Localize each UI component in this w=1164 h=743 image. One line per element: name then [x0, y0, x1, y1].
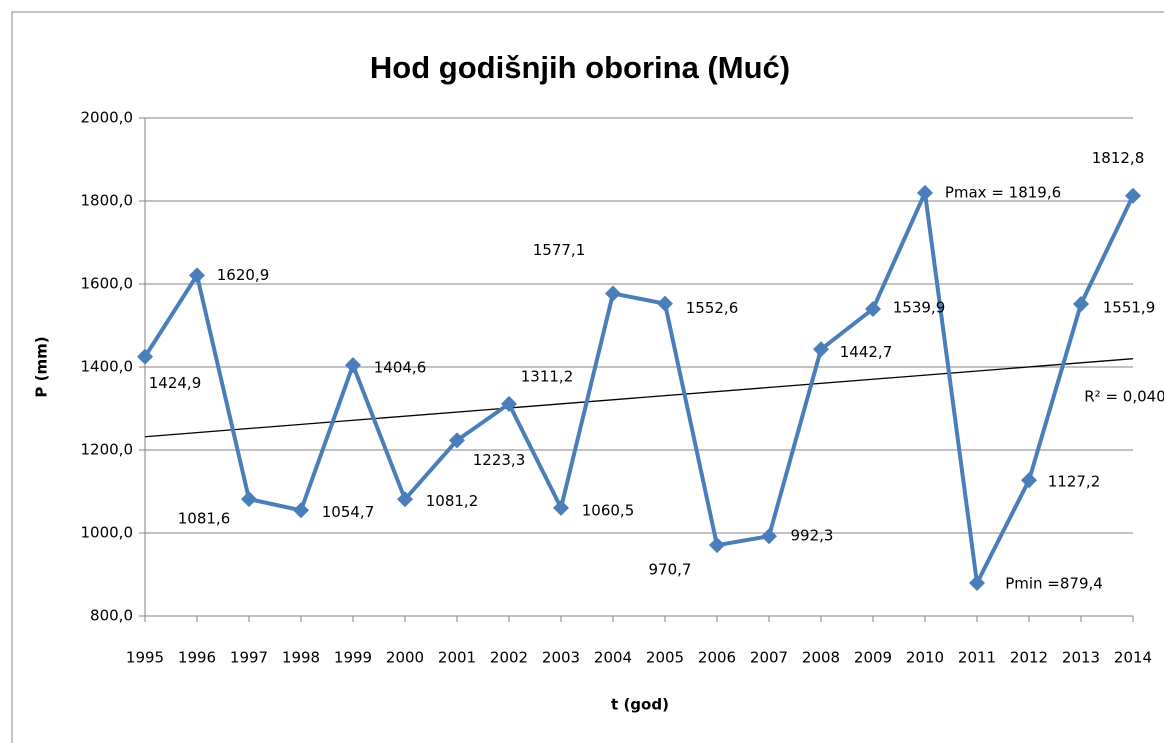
data-line [143, 190, 1135, 586]
y-tick-label: 1600,0 [81, 275, 134, 293]
trendline-annotation: R² = 0,040 [1084, 388, 1164, 406]
data-marker [553, 499, 569, 516]
data-label: 1551,9 [1103, 298, 1156, 316]
data-label: 1060,5 [582, 501, 635, 519]
x-tick-label: 2007 [750, 649, 788, 667]
data-label: 1620,9 [217, 266, 270, 284]
data-marker [1125, 187, 1141, 204]
x-tick-label: 2014 [1114, 649, 1152, 667]
data-marker [397, 491, 413, 508]
x-tick-label: 1998 [282, 649, 320, 667]
data-marker [761, 528, 777, 545]
x-tick-label: 1997 [230, 649, 268, 667]
data-marker [813, 341, 829, 358]
data-label: 1223,3 [473, 451, 526, 469]
x-tick-label: 2005 [646, 649, 684, 667]
x-tick-label: 2010 [906, 649, 944, 667]
data-label: 970,7 [649, 561, 692, 579]
x-tick-label: 2003 [542, 649, 580, 667]
x-tick-label: 2012 [1010, 649, 1048, 667]
data-marker [137, 348, 153, 365]
data-label: 1424,9 [149, 374, 202, 392]
data-marker [293, 502, 309, 519]
data-marker [345, 357, 361, 374]
x-tick-label: 2013 [1062, 649, 1100, 667]
x-tick-label: 1996 [178, 649, 216, 667]
data-marker [1073, 295, 1089, 312]
y-tick-label: 800,0 [90, 607, 133, 625]
x-tick-label: 2009 [854, 649, 892, 667]
x-tick-label: 2011 [958, 649, 996, 667]
data-label: 992,3 [791, 527, 834, 545]
y-tick-label: 1800,0 [81, 192, 134, 210]
y-tick-label: 2000,0 [81, 109, 134, 127]
data-marker [449, 432, 465, 449]
x-tick-label: 2001 [438, 649, 476, 667]
y-tick-label: 1000,0 [81, 524, 134, 542]
data-marker [605, 285, 621, 302]
data-label: 1311,2 [521, 367, 574, 385]
y-tick-label: 1200,0 [81, 441, 134, 459]
data-marker [709, 537, 725, 554]
data-label: 1081,6 [178, 510, 231, 528]
trendline [144, 358, 1134, 438]
data-label: Pmin =879,4 [1005, 575, 1103, 593]
data-label: 1442,7 [840, 343, 893, 361]
data-marker [1021, 472, 1037, 489]
data-label: 1539,9 [893, 298, 946, 316]
data-marker [969, 575, 985, 592]
x-tick-label: 2002 [490, 649, 528, 667]
x-tick-label: 2008 [802, 649, 840, 667]
x-tick-label: 2004 [594, 649, 632, 667]
data-label: 1081,2 [426, 492, 479, 510]
data-label: Pmax = 1819,6 [945, 183, 1061, 201]
data-label: 1054,7 [322, 503, 375, 521]
x-tick-label: 1995 [126, 649, 164, 667]
data-marker [241, 491, 257, 508]
x-tick-label: 2000 [386, 649, 424, 667]
data-marker [501, 395, 517, 412]
x-tick-label: 2006 [698, 649, 736, 667]
data-label: 1404,6 [374, 359, 427, 377]
data-label: 1577,1 [533, 241, 586, 259]
chart-frame [11, 11, 1164, 743]
data-marker [917, 184, 933, 201]
y-axis-label: P (mm) [33, 336, 51, 397]
data-marker [657, 295, 673, 312]
y-tick-label: 1400,0 [81, 358, 134, 376]
chart-title: Hod godišnjih oborina (Muć) [370, 50, 790, 85]
data-marker [865, 300, 881, 317]
data-label: 1127,2 [1048, 473, 1101, 491]
data-label: 1812,8 [1092, 149, 1145, 167]
data-marker [189, 267, 205, 284]
data-label: 1552,6 [686, 299, 739, 317]
x-axis-label: t (god) [611, 696, 669, 714]
x-tick-label: 1999 [334, 649, 372, 667]
